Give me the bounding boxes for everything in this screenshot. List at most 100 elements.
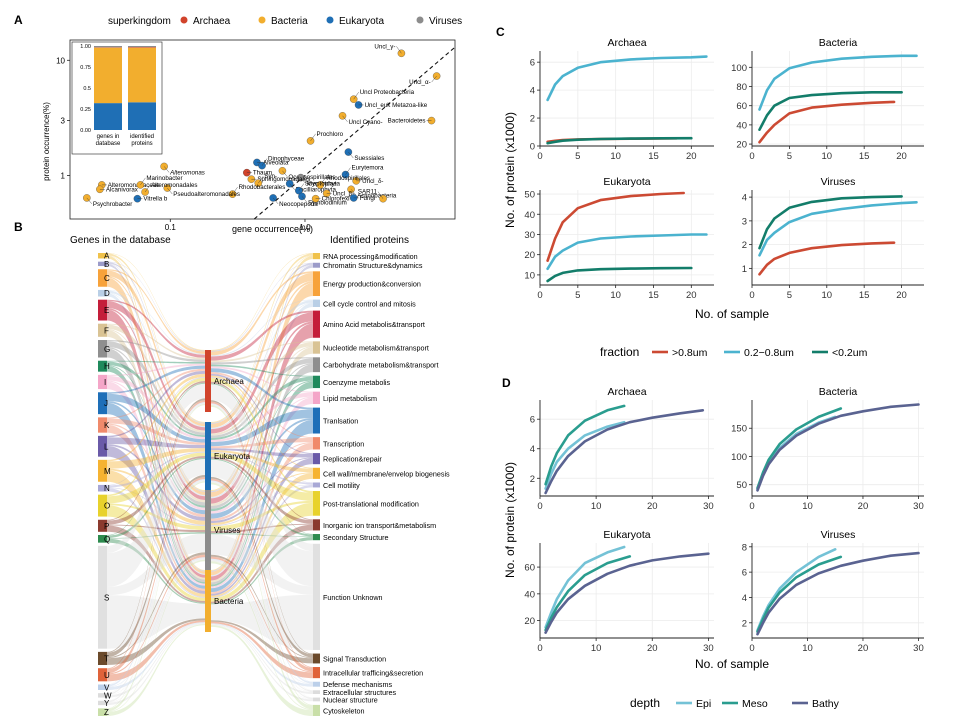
point-label: Uncl_euk Metazoa-like <box>365 102 428 109</box>
sankey-flow <box>211 533 313 537</box>
y-tick-label: 10 <box>524 270 535 281</box>
x-axis-label: No. of sample <box>695 307 769 321</box>
sankey-middle-label: Eukaryota <box>214 452 251 461</box>
sankey-flow <box>211 558 313 685</box>
sankey-right-label: Cell wall/membrane/envelop biogenesis <box>323 469 450 478</box>
sankey-flow <box>211 481 313 700</box>
series-line <box>546 266 693 283</box>
sankey-right-label: Function Unknown <box>323 593 383 602</box>
sankey-right-label: Replication&repair <box>323 455 382 464</box>
sankey-left-label: K <box>104 421 110 430</box>
panel-letter-a: A <box>14 13 23 27</box>
sankey-flow <box>107 380 205 511</box>
sankey-flow <box>211 443 313 594</box>
label-leader <box>261 158 268 166</box>
facet-title: Eukaryota <box>603 529 650 541</box>
sankey-flow <box>211 300 313 430</box>
sankey-left-label: V <box>104 683 110 692</box>
sankey-flow <box>107 479 205 687</box>
sankey-flow <box>107 448 205 469</box>
inset-bar-segment <box>94 103 122 130</box>
point-label: Uncl_δ- <box>362 178 383 185</box>
sankey-left-node <box>98 459 107 482</box>
sankey-flow <box>211 255 313 492</box>
sankey-right-label: Cell motility <box>323 481 360 490</box>
sankey-flow <box>211 478 313 672</box>
sankey-right-label: Nucleotide metabolism&transport <box>323 344 429 353</box>
sankey-flow <box>107 381 205 586</box>
sankey-right-label: Cytoskeleton <box>323 706 365 715</box>
sankey-middle-node <box>205 350 211 412</box>
point-label: Sphingomonadales <box>257 176 310 183</box>
y-tick-label: 40 <box>524 589 535 600</box>
sankey-flow <box>211 378 313 493</box>
label-leader <box>350 189 357 196</box>
sankey-flow <box>107 620 205 682</box>
sankey-flow <box>107 445 205 594</box>
y-tick-label: 20 <box>736 140 747 151</box>
x-tick-label: 30 <box>913 643 924 654</box>
sankey-right-node <box>313 543 320 650</box>
sankey-middle-label: Viruses <box>214 526 241 535</box>
y-tick-label: 2 <box>742 618 747 629</box>
label-leader <box>348 151 354 159</box>
point-label: Uncl_γ- <box>374 43 395 50</box>
x-tick-label: 10 <box>591 501 602 512</box>
sankey-left-node <box>98 534 107 543</box>
legend-title: fraction <box>600 345 639 359</box>
sankey-flow <box>107 363 205 376</box>
y-tick-label: 60 <box>736 101 747 112</box>
sankey-flow <box>107 365 205 508</box>
series-line <box>758 201 918 257</box>
sankey-flow <box>211 534 313 595</box>
legend-label-eukaryota: Eukaryota <box>339 16 384 27</box>
x-tick-label: 10 <box>802 501 813 512</box>
sankey-flow <box>211 392 313 443</box>
sankey-flow <box>107 559 205 713</box>
y-tick-label: 4 <box>742 193 747 204</box>
sankey-left-node <box>98 700 107 706</box>
sankey-flow <box>107 255 205 571</box>
sankey-flow <box>211 321 313 504</box>
panel-b-sankey: Genes in the database Identified proteins… <box>70 235 450 717</box>
series-line <box>544 420 626 490</box>
y-tick-label: 50 <box>524 190 535 201</box>
sankey-flow <box>107 470 205 597</box>
sankey-flow <box>211 271 313 356</box>
sankey-flow <box>211 404 313 691</box>
sankey-flow <box>211 253 313 351</box>
point-label: Actinobacteria <box>357 192 397 199</box>
sankey-right-label: Lipid metabolism <box>323 394 377 403</box>
sankey-flow <box>211 364 313 585</box>
sankey-flow <box>211 477 313 658</box>
sankey-flow <box>211 376 313 441</box>
sankey-flow <box>211 357 313 365</box>
sankey-flow <box>107 623 205 706</box>
y-tick-label: 6 <box>530 415 535 426</box>
sankey-flow <box>211 448 313 458</box>
sankey-right-label: Energy production&conversion <box>323 280 421 289</box>
sankey-flow <box>211 281 313 497</box>
sankey-left-node <box>98 360 107 372</box>
sankey-flow <box>211 480 313 684</box>
point-label: Rhodospirillales <box>326 175 370 182</box>
point-label: Alteromonas <box>169 169 205 176</box>
sankey-flow <box>107 622 205 690</box>
y-axis-label: protein occurrence(%) <box>42 102 51 181</box>
panel-letter-c: C <box>496 25 505 39</box>
sankey-flow <box>211 484 313 527</box>
legend-label: >0.8um <box>672 347 708 359</box>
sankey-right-node <box>313 467 320 479</box>
sankey-right-label: Transcription <box>323 439 364 448</box>
sankey-flow <box>211 481 313 692</box>
label-leader <box>258 176 264 184</box>
sankey-middle-node <box>205 570 211 632</box>
sankey-left-node <box>98 708 107 716</box>
sankey-left-label: G <box>104 345 110 354</box>
legend-dot-bacteria <box>258 16 266 24</box>
sankey-flow <box>107 365 205 584</box>
y-tick-label: 20 <box>524 250 535 261</box>
legend-label: Bathy <box>812 698 840 710</box>
sankey-left-node <box>98 484 107 492</box>
